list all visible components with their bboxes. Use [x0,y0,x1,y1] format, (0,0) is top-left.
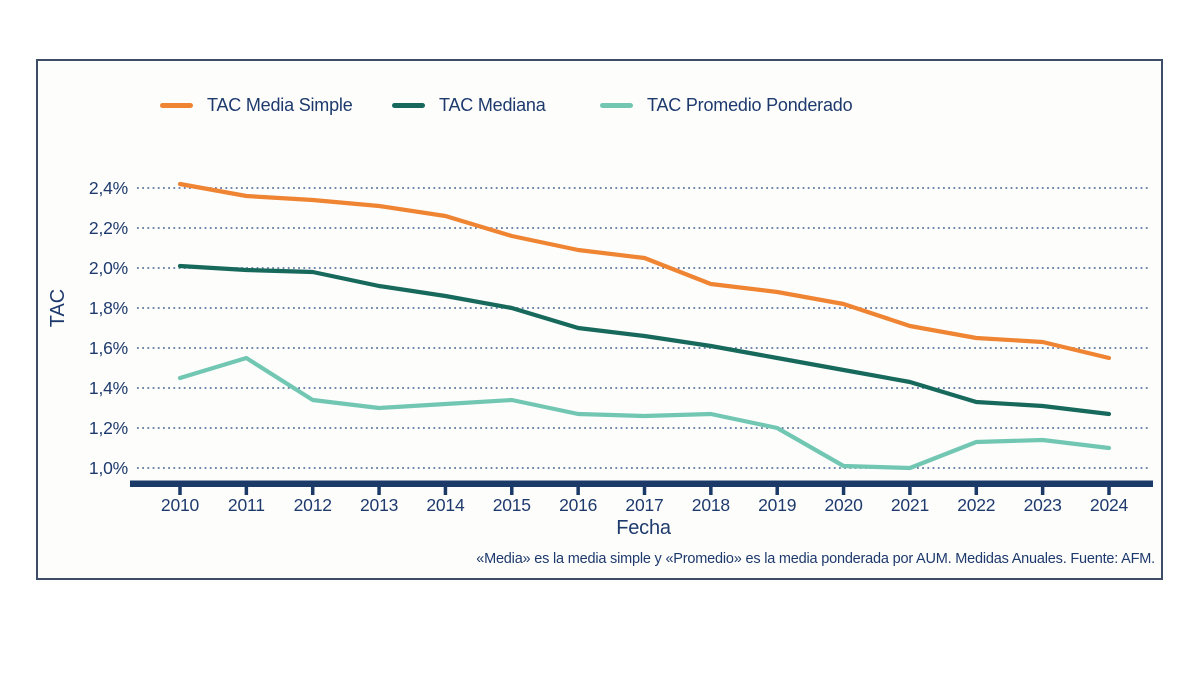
x-axis-tick [642,487,647,495]
x-axis-tick [1107,487,1111,495]
legend-item-promedio-ponderado: TAC Promedio Ponderado [600,94,853,116]
y-tick-label: 1,2% [89,418,128,438]
chart-panel: TAC Media Simple TAC Mediana TAC Promedi… [36,59,1163,580]
x-axis-tick [974,487,979,495]
x-axis-tick [310,487,315,495]
legend-swatch-media-simple [160,102,193,108]
legend-item-media-simple: TAC Media Simple [160,94,353,116]
y-axis-title: TAC [47,288,69,328]
x-axis-tick [841,487,846,495]
legend-swatch-mediana [392,102,425,108]
x-tick-label: 2021 [891,495,929,515]
series-line-tac-mediana [177,263,1112,417]
x-tick-label: 2012 [294,495,332,515]
x-tick-label: 2016 [559,495,597,515]
x-axis-tick [178,487,182,495]
x-tick-label: 2023 [1024,495,1062,515]
x-tick-label: 2015 [493,495,531,515]
y-tick-label: 1,6% [89,338,128,358]
series-line-tac-promedio-ponderado [177,355,1112,471]
y-tick-label: 1,4% [89,378,128,398]
line-chart-plot-area: 1,0% 1,2% 1,4% 1,6% 1,8% 2,0% 2,2% 2,4% 2010 2011… [89,178,1153,515]
x-axis-tick [576,487,580,495]
x-tick-label: 2020 [825,495,864,515]
x-axis-tick [510,487,514,495]
x-tick-label: 2022 [957,495,995,515]
x-axis-tick [443,487,448,495]
footnote: «Media» es la media simple y «Promedio» … [476,551,1155,567]
x-tick-label: 2010 [161,495,200,515]
x-tick-label: 2018 [692,495,730,515]
y-tick-label: 2,0% [89,258,128,278]
legend-label-mediana: TAC Mediana [439,94,546,115]
x-axis-tick [244,487,249,495]
y-tick-label: 2,2% [89,218,128,238]
x-axis-tick [709,487,713,495]
x-tick-label: 2013 [360,495,398,515]
y-tick-label: 1,0% [89,458,128,478]
legend-item-mediana: TAC Mediana [392,94,546,116]
x-tick-label: 2011 [228,495,265,515]
series-line-tac-media-simple [177,181,1112,361]
x-axis-tick [775,487,779,495]
y-tick-label: 2,4% [89,178,128,198]
x-tick-label: 2019 [758,495,796,515]
x-axis-tick [908,487,912,495]
x-axis-title: Fecha [616,517,671,539]
x-axis-line [130,480,1153,487]
x-axis-tick [377,487,381,495]
x-tick-label: 2024 [1090,495,1129,515]
legend-label-media-simple: TAC Media Simple [207,94,353,115]
legend-label-promedio-ponderado: TAC Promedio Ponderado [647,94,853,115]
x-tick-label: 2017 [625,495,663,515]
legend-swatch-promedio-ponderado [600,102,633,108]
x-axis-tick [1040,487,1045,495]
y-tick-label: 1,8% [89,298,128,318]
x-tick-label: 2014 [426,495,465,515]
